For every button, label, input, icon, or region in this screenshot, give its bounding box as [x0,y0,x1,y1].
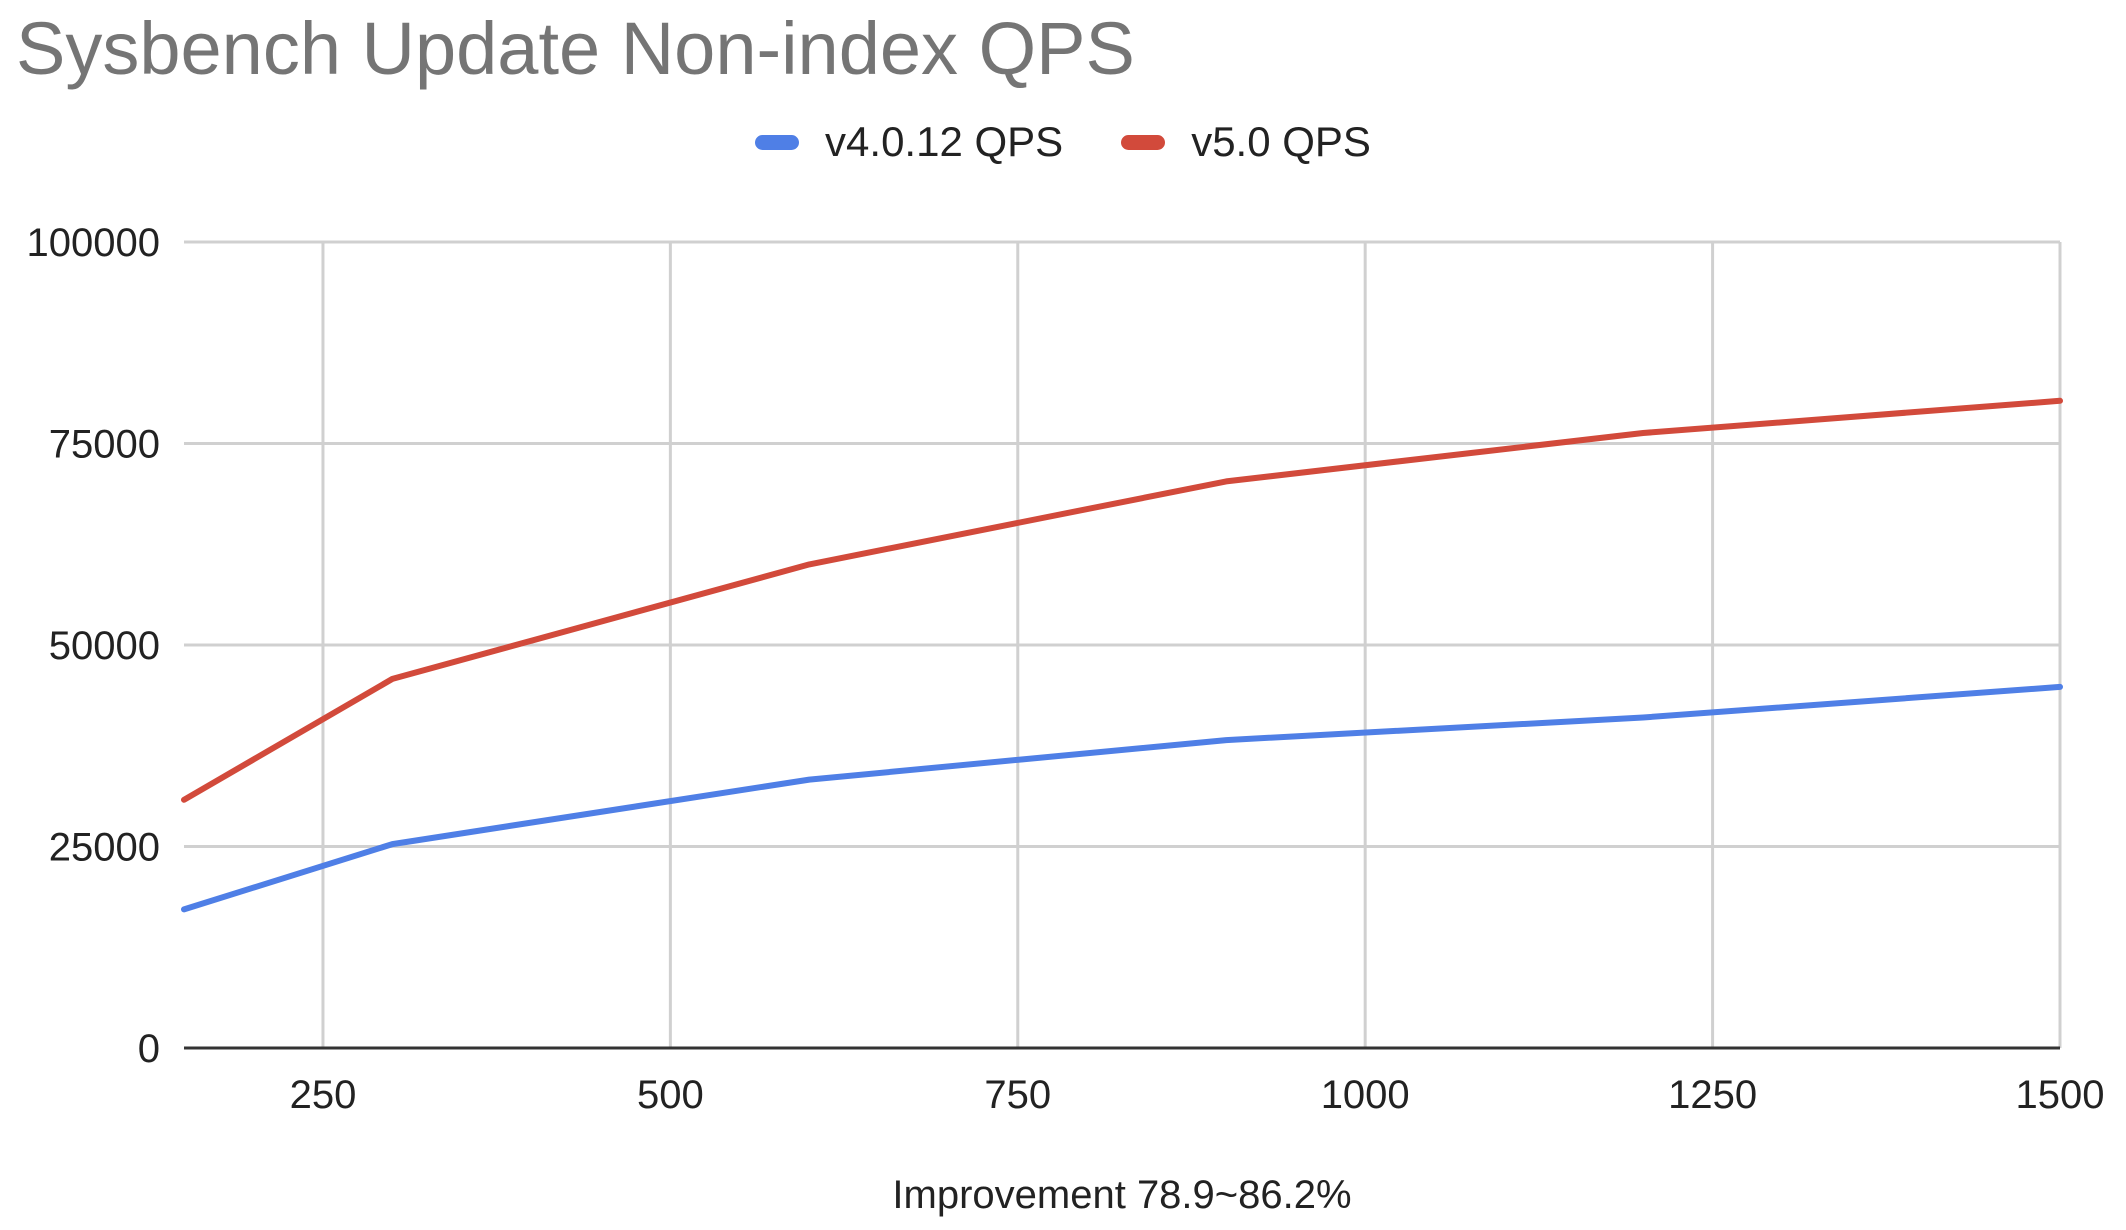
y-tick-label: 25000 [49,826,160,870]
tick-labels: 0 25000 50000 75000 100000 250 500 750 1000 1250 1… [27,221,2105,1117]
chart-title: Sysbench Update Non-index QPS [16,7,1135,90]
x-tick-label: 1500 [2016,1073,2105,1117]
y-tick-label: 0 [138,1027,160,1071]
series-line-v5 [181,397,2063,803]
y-tick-label: 50000 [49,624,160,668]
legend-item-v4: v4.0.12 QPS [755,118,1063,166]
legend-label-v5: v5.0 QPS [1191,118,1371,165]
y-tick-label: 100000 [27,221,160,265]
chart-legend: v4.0.12 QPS v5.0 QPS [0,118,2126,166]
series-lines [181,397,2063,913]
x-tick-label: 1000 [1321,1073,1410,1117]
series-line-v4 [181,683,2063,913]
x-tick-label: 500 [637,1073,704,1117]
x-tick-label: 750 [984,1073,1051,1117]
x-tick-label: 250 [290,1073,357,1117]
x-axis-title: Improvement 78.9~86.2% [892,1173,1351,1217]
legend-item-v5: v5.0 QPS [1121,118,1371,166]
legend-swatch-v5 [1121,134,1166,150]
legend-label-v4: v4.0.12 QPS [825,118,1064,165]
grid-lines [184,240,2062,1048]
legend-swatch-v4 [755,134,800,150]
x-tick-label: 1250 [1668,1073,1757,1117]
y-tick-label: 75000 [49,423,160,467]
